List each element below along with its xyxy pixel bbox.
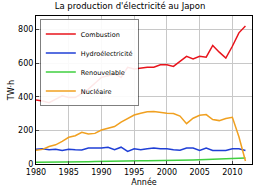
svg-text:400: 400 [18, 93, 33, 102]
svg-text:600: 600 [18, 59, 33, 68]
svg-text:2000: 2000 [157, 168, 177, 177]
svg-text:2005: 2005 [189, 168, 209, 177]
svg-text:1980: 1980 [26, 168, 46, 177]
svg-text:0: 0 [28, 160, 33, 169]
svg-text:Année: Année [131, 177, 157, 187]
svg-text:Nucléaire: Nucléaire [81, 87, 112, 95]
svg-text:200: 200 [18, 126, 33, 135]
svg-text:La production d'électricité au: La production d'électricité au Japon [55, 1, 206, 11]
svg-text:1990: 1990 [91, 168, 111, 177]
svg-text:Combustion: Combustion [81, 30, 120, 38]
svg-text:800: 800 [18, 25, 33, 34]
svg-text:Hydroélectricité: Hydroélectricité [81, 49, 133, 57]
svg-text:TW·h: TW·h [7, 80, 16, 101]
svg-text:1985: 1985 [59, 168, 79, 177]
svg-text:1995: 1995 [124, 168, 144, 177]
svg-text:Renouvelable: Renouvelable [81, 68, 125, 76]
svg-text:2010: 2010 [222, 168, 242, 177]
